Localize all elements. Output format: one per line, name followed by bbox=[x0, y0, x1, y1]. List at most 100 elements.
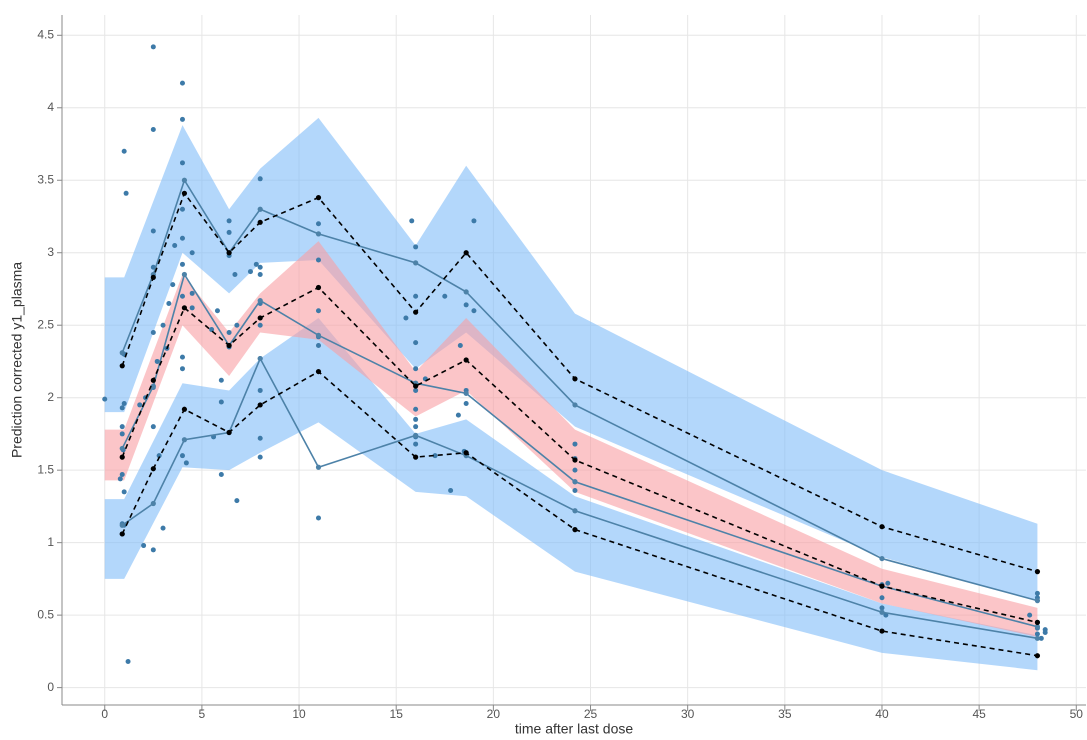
point bbox=[463, 400, 469, 406]
x-tick-label: 40 bbox=[875, 707, 889, 721]
y-tick-label: 4 bbox=[47, 100, 54, 114]
point bbox=[179, 160, 185, 166]
y-axis-title: Prediction corrected y1_plasma bbox=[9, 262, 25, 458]
y-tick-label: 1.5 bbox=[37, 462, 54, 476]
line-point bbox=[1034, 619, 1041, 625]
line-point bbox=[413, 309, 419, 315]
point bbox=[413, 441, 419, 447]
point bbox=[413, 340, 419, 346]
x-tick-label: 5 bbox=[199, 707, 206, 721]
point bbox=[315, 221, 321, 227]
point bbox=[119, 431, 125, 437]
point bbox=[150, 424, 156, 430]
line-point bbox=[150, 383, 156, 389]
point bbox=[413, 387, 419, 393]
point bbox=[409, 218, 415, 224]
point bbox=[448, 487, 454, 493]
point bbox=[315, 515, 321, 521]
line-point bbox=[463, 250, 469, 256]
point bbox=[183, 460, 189, 466]
point bbox=[117, 476, 123, 482]
point bbox=[119, 405, 125, 411]
point bbox=[234, 498, 240, 504]
point bbox=[226, 229, 232, 235]
x-tick-label: 50 bbox=[1070, 707, 1084, 721]
point bbox=[413, 293, 419, 299]
line-point bbox=[181, 437, 188, 443]
line-point bbox=[879, 524, 885, 530]
line-point bbox=[463, 450, 469, 456]
line-point bbox=[315, 464, 322, 470]
line-point bbox=[181, 177, 188, 183]
point bbox=[179, 116, 185, 122]
line-point bbox=[879, 555, 885, 562]
point bbox=[257, 322, 263, 328]
point bbox=[119, 424, 125, 430]
point bbox=[125, 659, 131, 665]
y-tick-label: 3 bbox=[47, 245, 54, 259]
point bbox=[150, 228, 156, 234]
point bbox=[189, 305, 195, 311]
point bbox=[179, 293, 185, 299]
line-point bbox=[150, 274, 156, 280]
line-point bbox=[119, 522, 125, 528]
line-point bbox=[181, 305, 188, 311]
point bbox=[257, 176, 263, 182]
point bbox=[218, 472, 224, 478]
line-point bbox=[119, 531, 125, 537]
x-tick-label: 25 bbox=[584, 707, 598, 721]
point bbox=[102, 396, 108, 402]
point bbox=[257, 454, 263, 460]
point bbox=[315, 343, 321, 349]
x-tick-label: 45 bbox=[972, 707, 986, 721]
line-point bbox=[119, 445, 125, 452]
x-tick-label: 30 bbox=[681, 707, 695, 721]
line-point bbox=[257, 206, 263, 212]
line-point bbox=[572, 402, 578, 408]
y-tick-label: 2 bbox=[47, 390, 54, 404]
line-point bbox=[1034, 569, 1041, 575]
point bbox=[232, 271, 238, 277]
line-point bbox=[1034, 598, 1041, 604]
line-point bbox=[315, 332, 322, 338]
point bbox=[179, 261, 185, 267]
point bbox=[179, 366, 185, 372]
point bbox=[150, 127, 156, 133]
point bbox=[121, 489, 127, 495]
line-point bbox=[315, 368, 322, 375]
point bbox=[154, 358, 160, 364]
band bbox=[104, 241, 1038, 637]
line-point bbox=[150, 500, 156, 507]
point bbox=[253, 261, 259, 267]
y-tick-label: 0 bbox=[47, 680, 54, 694]
line-point bbox=[226, 250, 232, 256]
point bbox=[1042, 627, 1048, 633]
point bbox=[879, 595, 885, 601]
line-point bbox=[572, 479, 578, 485]
point bbox=[257, 271, 263, 277]
band bbox=[104, 117, 1038, 601]
point bbox=[150, 329, 156, 335]
point bbox=[214, 308, 220, 314]
point bbox=[137, 402, 143, 408]
line-point bbox=[1034, 653, 1041, 659]
line-point bbox=[572, 457, 578, 463]
line-point bbox=[413, 260, 419, 266]
point bbox=[403, 315, 409, 321]
point bbox=[1034, 590, 1040, 596]
line-point bbox=[226, 429, 232, 436]
line-point bbox=[572, 376, 578, 382]
point bbox=[455, 412, 461, 418]
point bbox=[121, 400, 127, 406]
point bbox=[413, 424, 419, 430]
point bbox=[315, 308, 321, 314]
point bbox=[879, 605, 885, 611]
line-point bbox=[150, 377, 156, 383]
line-point bbox=[226, 342, 232, 349]
point bbox=[257, 387, 263, 393]
y-tick-label: 1 bbox=[47, 535, 54, 549]
point bbox=[572, 487, 578, 493]
point bbox=[179, 80, 185, 86]
point bbox=[156, 453, 162, 459]
